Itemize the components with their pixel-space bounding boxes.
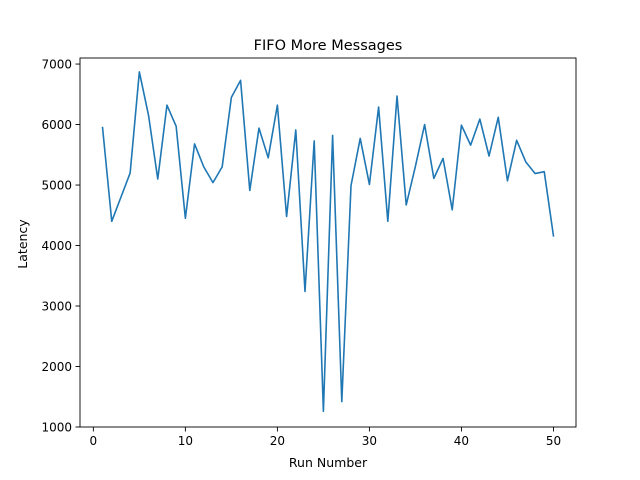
chart-title: FIFO More Messages	[254, 38, 403, 54]
x-tick-label-10: 10	[178, 434, 193, 448]
x-tick-label-30: 30	[362, 434, 377, 448]
y-tick-label-5000: 5000	[41, 178, 72, 192]
series-line-0	[101, 71, 555, 413]
y-tick-label-3000: 3000	[41, 299, 72, 313]
x-tick-label-0: 0	[90, 434, 98, 448]
x-tick-label-40: 40	[454, 434, 469, 448]
y-axis-label: Latency	[15, 219, 30, 269]
plot-area: 0 10 20 30 40 50 1000 2000 3000 4000 5000 6000 7000	[41, 57, 577, 448]
x-axis-label: Run Number	[289, 455, 368, 470]
y-tick-label-6000: 6000	[41, 118, 72, 132]
y-tick-label-7000: 7000	[41, 57, 72, 71]
y-tick-label-4000: 4000	[41, 239, 72, 253]
x-tick-label-20: 20	[270, 434, 285, 448]
x-tick-label-50: 50	[546, 434, 561, 448]
plot-frame	[79, 57, 577, 428]
y-tick-label-1000: 1000	[41, 420, 72, 434]
y-tick-label-2000: 2000	[41, 360, 72, 374]
